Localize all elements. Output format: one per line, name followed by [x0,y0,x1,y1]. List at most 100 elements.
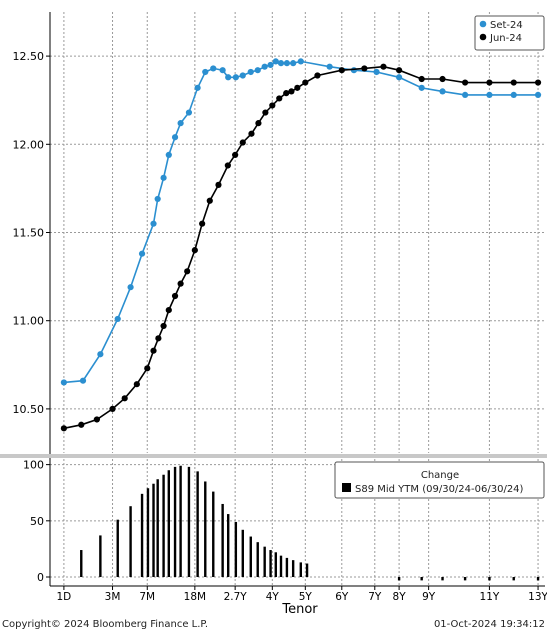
x-tick-label: 4Y [266,591,280,603]
series-point [283,90,290,97]
change-bar [99,535,102,578]
x-tick-label: 1D [57,591,72,603]
legend-marker [479,33,487,41]
series-point [202,68,209,76]
series-point [338,67,345,74]
change-bar [279,555,283,578]
series-point [133,381,140,388]
top-legend: Set-24 Jun-24 [474,15,545,51]
x-tick-label: 7M [139,591,155,603]
change-bar [173,466,177,578]
top-y-tick-label: 12.00 [13,138,45,151]
change-bar [420,577,423,581]
series-point [248,130,255,137]
series-point [93,416,100,423]
series-point [109,405,116,412]
x-tick-label: 2.7Y [224,591,248,603]
change-bar [179,465,182,578]
series-point [239,72,246,79]
series-point [262,109,269,116]
series-point [239,139,246,146]
change-bar [162,474,165,578]
change-bar [305,563,309,578]
bottom-y-tick-label: 50 [30,515,44,528]
series-point [154,195,161,203]
series-point [396,74,403,81]
series-point [272,58,279,65]
series-point [439,88,446,95]
series-point [439,75,446,83]
change-bar [241,529,244,578]
timestamp-text: 01-Oct-2024 19:34:12 [434,619,545,630]
legend-label: Set-24 [490,20,523,31]
series-point [297,58,304,65]
bottom-y-tick-label: 0 [37,571,44,584]
change-bar [256,542,259,578]
series-point [171,292,179,300]
change-bar [274,552,277,578]
legend-marker [479,20,487,28]
x-tick-label: 9Y [422,591,436,603]
bottom-legend-label: S89 Mid YTM (09/30/24-06/30/24) [355,484,524,495]
change-bar [156,479,159,578]
series-point [191,247,198,254]
bottom-legend: Change S89 Mid YTM (09/30/24-06/30/24) [334,461,545,499]
series-point [155,335,162,342]
change-bar [249,536,252,578]
series-point [79,377,87,384]
panel-separator [0,454,547,458]
series-point [185,109,193,116]
series-point [380,63,387,70]
series-point [150,347,157,354]
series-point [314,72,321,79]
series-point [462,91,469,99]
change-bar [291,560,295,578]
change-bar [441,577,444,581]
series-point [396,67,403,74]
change-bar [129,506,132,578]
series-point [165,307,172,314]
series-point [276,95,283,102]
series-point [350,67,358,74]
series-point [373,68,380,76]
change-bar [204,481,207,578]
change-bar [140,493,144,578]
change-bar [397,577,401,581]
top-y-tick-label: 10.50 [13,403,45,416]
series-point [215,181,222,188]
series-point [486,91,493,99]
series-point [283,60,291,67]
series-point [294,84,301,91]
series-point [138,250,146,257]
legend-label: Jun-24 [489,33,522,44]
series-point [510,91,517,99]
series-point [114,315,121,323]
bottom-legend-title: Change [421,470,459,481]
series-point [486,79,493,86]
x-tick-label: 18M [184,591,206,603]
change-bar [212,491,215,578]
series-point [267,61,274,69]
change-bar [488,577,491,581]
series-point [199,220,206,227]
series-point [290,60,297,67]
series-point [288,88,295,95]
series-point [534,79,542,86]
change-bar [116,519,119,578]
series-point [254,67,261,74]
series-point [225,74,232,81]
series-point [60,379,67,386]
change-bar [263,546,266,578]
series-point [177,120,184,127]
series-point [277,60,285,67]
series-point [232,74,239,81]
series-point [462,79,469,86]
series-point [177,280,184,287]
x-tick-label: 6Y [335,591,349,603]
x-tick-label: 8Y [393,591,407,603]
change-bar [187,466,191,578]
top-y-tick-label: 12.50 [13,50,45,63]
change-bar [512,577,515,581]
x-tick-label: 3M [105,591,121,603]
